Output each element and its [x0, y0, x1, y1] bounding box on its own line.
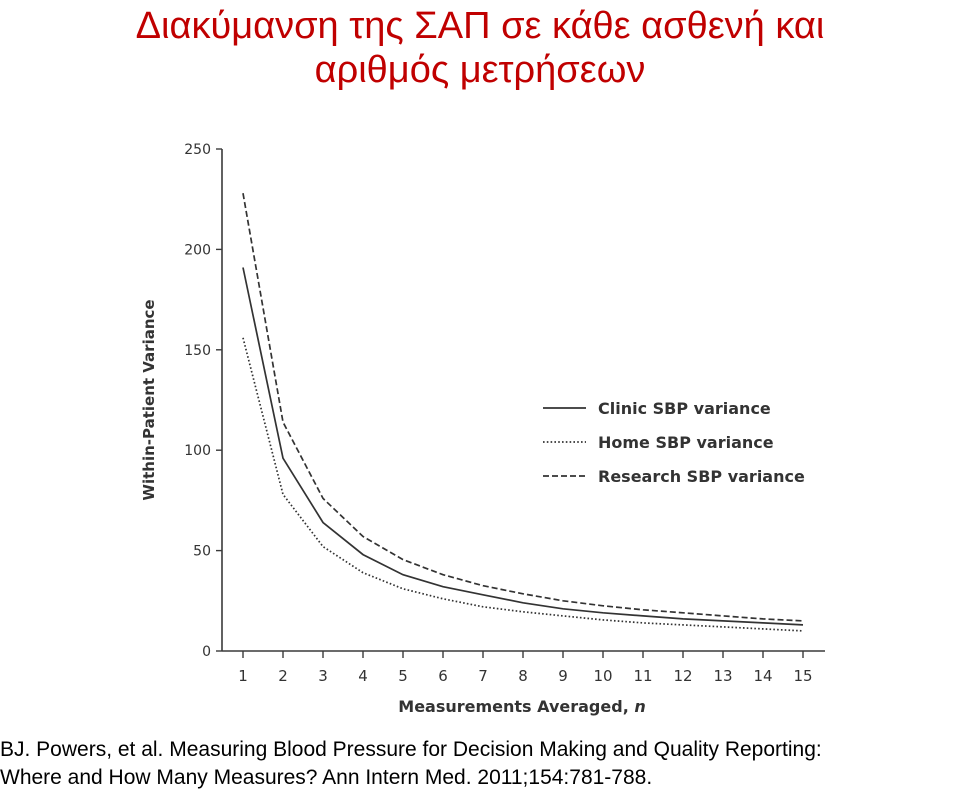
citation-line-1: BJ. Powers, et al. Measuring Blood Press…	[0, 738, 822, 761]
citation-line-2: Where and How Many Measures? Ann Intern …	[0, 766, 653, 789]
slide-title: Διακύμανση της ΣΑΠ σε κάθε ασθενή και αρ…	[0, 4, 960, 92]
slide-title-line-1: Διακύμανση της ΣΑΠ σε κάθε ασθενή και	[135, 5, 825, 47]
x-tick-label-3: 3	[318, 667, 328, 685]
x-tick-label-7: 7	[478, 667, 488, 685]
x-tick-label-6: 6	[438, 667, 448, 685]
x-tick-label-12: 12	[673, 667, 692, 685]
y-tick-label-0: 0	[202, 644, 211, 660]
x-tick-label-4: 4	[358, 667, 368, 685]
x-tick-label-13: 13	[713, 667, 732, 685]
citation: BJ. Powers, et al. Measuring Blood Press…	[0, 736, 960, 792]
x-tick-label-11: 11	[633, 667, 652, 685]
y-tick-label-150: 150	[184, 343, 211, 359]
chart-legend: Clinic SBP variance Home SBP variance Rese…	[543, 399, 805, 486]
x-tick-label-15: 15	[793, 667, 812, 685]
y-axis-label: Within-Patient Variance	[140, 299, 158, 500]
series-line-dashed	[242, 193, 804, 622]
y-tick-label-250: 250	[184, 142, 211, 158]
legend-label-dashed: Research SBP variance	[598, 467, 805, 486]
x-tick-label-14: 14	[753, 667, 772, 685]
y-tick-label-200: 200	[184, 242, 211, 258]
y-tick-label-50: 50	[193, 544, 211, 560]
x-tick-label-8: 8	[518, 667, 528, 685]
chart-series	[242, 193, 804, 632]
x-tick-label-1: 1	[238, 667, 248, 685]
x-tick-label-10: 10	[593, 667, 612, 685]
series-line-solid	[242, 267, 804, 626]
legend-label-dotted: Home SBP variance	[598, 433, 774, 452]
x-tick-label-2: 2	[278, 667, 288, 685]
x-tick-label-5: 5	[398, 667, 408, 685]
x-tick-label-9: 9	[558, 667, 568, 685]
x-axis-label: Measurements Averaged, n	[398, 697, 645, 716]
slide-title-line-2: αριθμός μετρήσεων	[314, 49, 646, 91]
legend-label-solid: Clinic SBP variance	[598, 399, 771, 418]
y-tick-label-100: 100	[184, 443, 211, 459]
series-line-dotted	[242, 337, 804, 632]
